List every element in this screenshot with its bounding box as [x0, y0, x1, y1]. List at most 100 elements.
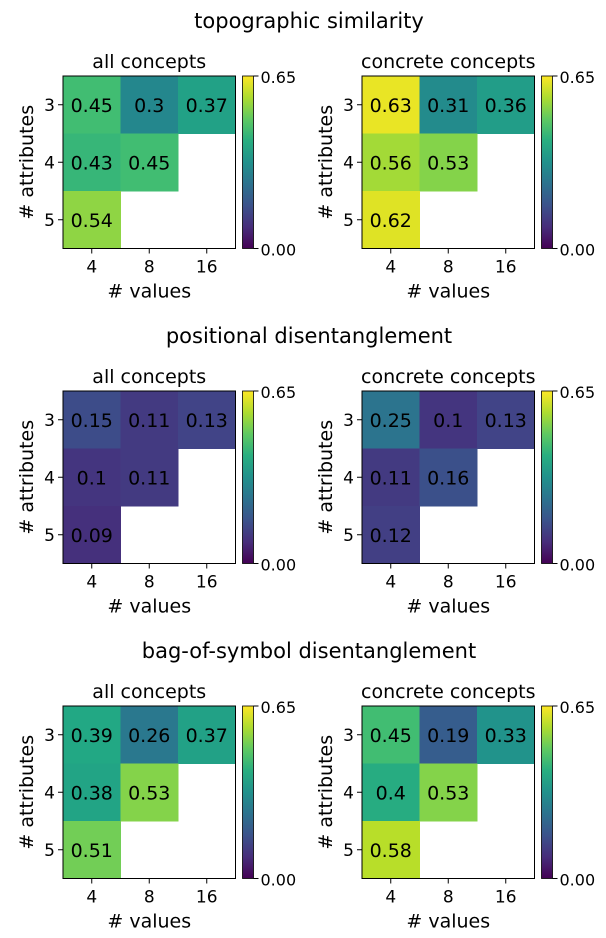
heatmap-panel-4: 0.39 0.26 0.37 0.38 0.53 0.51 all concepts 4 8 16… [16, 681, 296, 933]
x-axis-label: # values [107, 911, 191, 933]
x-tick-label: 4 [86, 573, 97, 593]
cell-value-label: 0.38 [71, 782, 113, 804]
y-tick-label: 5 [44, 211, 55, 231]
heatmap-cell [362, 763, 420, 822]
heatmap-cell [178, 76, 236, 134]
colorbar-max-label: 0.65 [560, 698, 596, 717]
cell-value-label: 0.43 [71, 152, 113, 174]
y-tick-label: 4 [343, 153, 354, 173]
y-tick-label: 4 [343, 783, 354, 803]
x-tick-label: 4 [385, 888, 396, 908]
y-tick-label: 3 [44, 411, 55, 431]
x-tick-label: 8 [443, 258, 454, 278]
heatmap-panel-3: 0.25 0.1 0.13 0.11 0.16 0.12 concrete concepts… [315, 366, 595, 618]
colorbar [541, 705, 553, 879]
y-tick-label: 5 [343, 841, 354, 861]
cell-value-label: 0.11 [128, 467, 170, 489]
heatmap-cell [419, 763, 478, 822]
section-title-bag-of-symbol-disentanglement: bag-of-symbol disentanglement [142, 639, 476, 663]
cell-value-label: 0.54 [71, 210, 113, 232]
heatmap-cell [419, 391, 478, 449]
heatmap-cell [63, 506, 121, 564]
heatmap-cell [362, 821, 420, 879]
heatmap-panel-5: 0.45 0.19 0.33 0.4 0.53 0.58 concrete concepts… [315, 681, 595, 933]
cell-value-label: 0.51 [71, 840, 113, 862]
heatmap-cell [63, 706, 121, 764]
y-tick-label: 4 [44, 468, 55, 488]
x-axis-label: # values [406, 911, 490, 933]
y-tick-label: 3 [44, 96, 55, 116]
x-tick-label: 8 [144, 888, 155, 908]
panel-title: concrete concepts [361, 51, 535, 73]
colorbar-max-label: 0.65 [261, 383, 297, 402]
heatmap-cell [63, 76, 121, 134]
colorbar-min-label: 0.00 [560, 556, 596, 575]
y-axis-label: # attributes [16, 420, 38, 535]
cell-value-label: 0.25 [370, 410, 412, 432]
colorbar-min-label: 0.00 [560, 241, 596, 260]
y-tick-label: 3 [343, 726, 354, 746]
x-tick-label: 4 [385, 573, 396, 593]
x-tick-label: 16 [495, 573, 517, 593]
heatmap-cell [120, 76, 179, 134]
x-tick-label: 16 [196, 573, 218, 593]
cell-value-label: 0.58 [370, 840, 412, 862]
colorbar-min-label: 0.00 [261, 241, 297, 260]
heatmap-cell [178, 391, 236, 449]
panel-title: all concepts [92, 51, 206, 73]
heatmap-cell [362, 133, 420, 192]
panel-title: concrete concepts [361, 366, 535, 388]
y-tick-label: 5 [343, 211, 354, 231]
cell-value-label: 0.4 [376, 782, 406, 804]
colorbar [242, 75, 254, 249]
y-tick-label: 5 [44, 526, 55, 546]
heatmap-cell [120, 391, 179, 449]
colorbar-max-label: 0.65 [560, 383, 596, 402]
heatmap-cell [362, 448, 420, 507]
heatmap-cell [477, 391, 535, 449]
y-tick-label: 4 [343, 468, 354, 488]
y-axis-label: # attributes [16, 735, 38, 850]
x-tick-label: 16 [495, 888, 517, 908]
x-tick-label: 4 [86, 258, 97, 278]
heatmap-cell [419, 448, 478, 507]
x-tick-label: 8 [443, 888, 454, 908]
heatmap-cell [362, 506, 420, 564]
y-axis-label: # attributes [315, 735, 337, 850]
y-tick-label: 3 [44, 726, 55, 746]
colorbar-min-label: 0.00 [261, 871, 297, 890]
y-axis-label: # attributes [315, 420, 337, 535]
heatmap-cell [419, 76, 478, 134]
y-tick-label: 3 [343, 96, 354, 116]
cell-value-label: 0.37 [186, 95, 228, 117]
colorbar-max-label: 0.65 [261, 68, 297, 87]
cell-value-label: 0.62 [370, 210, 412, 232]
cell-value-label: 0.13 [485, 410, 527, 432]
panel-title: all concepts [92, 681, 206, 703]
heatmap-cell [63, 391, 121, 449]
colorbar [242, 390, 254, 564]
cell-value-label: 0.11 [370, 467, 412, 489]
panel-title: concrete concepts [361, 681, 535, 703]
heatmap-cell [120, 448, 179, 507]
cell-value-label: 0.39 [71, 725, 113, 747]
section-title-topographic-similarity: topographic similarity [194, 9, 424, 33]
cell-value-label: 0.45 [370, 725, 412, 747]
cell-value-label: 0.33 [485, 725, 527, 747]
y-tick-label: 4 [44, 153, 55, 173]
x-tick-label: 16 [495, 258, 517, 278]
heatmap-cell [477, 706, 535, 764]
y-tick-label: 3 [343, 411, 354, 431]
heatmap-cell [362, 191, 420, 249]
x-axis-label: # values [406, 281, 490, 303]
cell-value-label: 0.31 [427, 95, 469, 117]
y-axis-label: # attributes [315, 105, 337, 220]
cell-value-label: 0.26 [128, 725, 170, 747]
x-tick-label: 8 [443, 573, 454, 593]
heatmap-cell [63, 763, 121, 822]
heatmap-cell [63, 821, 121, 879]
cell-value-label: 0.3 [134, 95, 164, 117]
x-tick-label: 4 [385, 258, 396, 278]
